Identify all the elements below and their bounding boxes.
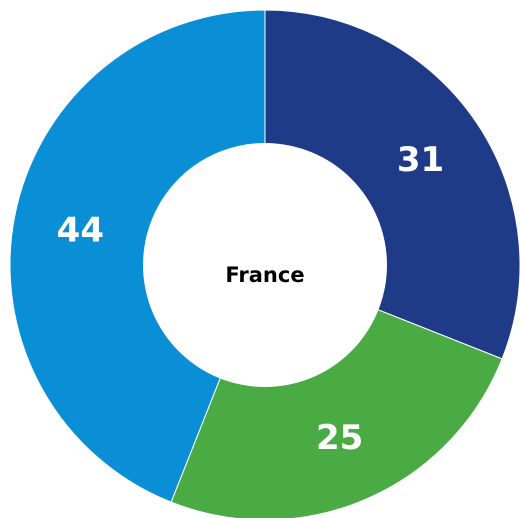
value-label: 25 — [316, 418, 363, 458]
value-label: 44 — [57, 210, 104, 250]
value-label: 31 — [397, 140, 444, 180]
slice — [9, 9, 266, 503]
center-label: France — [225, 263, 304, 287]
donut-hole — [143, 143, 387, 387]
